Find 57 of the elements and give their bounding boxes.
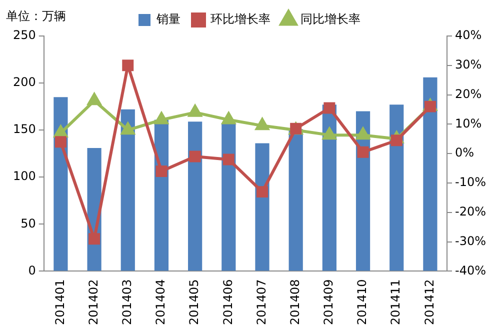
- point: [188, 104, 202, 117]
- bar: [423, 77, 438, 271]
- y2-tick-label: -20%: [455, 204, 486, 219]
- point: [324, 102, 336, 114]
- point: [189, 150, 201, 162]
- y-tick-label: 250: [13, 28, 36, 42]
- y2-tick-label: 30%: [455, 58, 482, 72]
- x-tick-label: 201411: [388, 279, 403, 326]
- x-tick-label: 201408: [288, 279, 302, 326]
- point: [88, 93, 101, 106]
- point: [88, 233, 100, 245]
- x-tick-label: 201405: [187, 279, 202, 326]
- point: [256, 118, 269, 130]
- bar: [288, 129, 303, 271]
- x-tick-label: 201410: [355, 279, 370, 326]
- y-axis-title: 单位：万辆: [6, 8, 66, 25]
- bar: [222, 123, 236, 271]
- x-tick-label: 201406: [220, 279, 235, 326]
- x-tick-label: 201401: [52, 279, 67, 326]
- y-tick-label: 150: [13, 122, 36, 136]
- point: [121, 122, 135, 135]
- y2-tick-label: -10%: [455, 175, 486, 190]
- y2-tick-label: 40%: [455, 28, 482, 42]
- x-tick-label: 201412: [422, 279, 436, 326]
- point: [122, 60, 134, 72]
- bar: [120, 109, 135, 271]
- point: [156, 165, 168, 177]
- legend-label: 销量: [156, 12, 180, 26]
- legend-label: 环比增长率: [210, 12, 270, 26]
- y-tick-label: 100: [13, 169, 36, 184]
- y-tick-label: 200: [13, 75, 36, 90]
- bar: [255, 143, 270, 271]
- point: [390, 134, 402, 146]
- point: [54, 126, 68, 138]
- point: [256, 186, 268, 198]
- x-tick-label: 201403: [120, 279, 134, 326]
- point: [54, 136, 66, 148]
- y-tick-label: 0: [28, 263, 36, 278]
- y2-tick-label: -40%: [455, 263, 486, 278]
- x-tick-label: 201402: [86, 279, 100, 326]
- point: [222, 112, 236, 124]
- point: [356, 128, 370, 140]
- y2-tick-label: -30%: [455, 234, 486, 248]
- legend-label: 同比增长率: [300, 12, 360, 26]
- point: [357, 146, 369, 158]
- y2-tick-label: 0%: [455, 146, 474, 160]
- x-tick-label: 201404: [154, 279, 168, 326]
- y2-tick-label: 20%: [455, 86, 482, 101]
- point: [322, 128, 336, 140]
- point: [222, 154, 234, 166]
- y2-tick-label: 10%: [455, 116, 482, 130]
- point: [154, 112, 168, 124]
- y-tick-label: 50: [20, 216, 36, 230]
- bar: [390, 104, 404, 271]
- bar: [188, 122, 202, 271]
- x-tick-label: 201407: [254, 279, 268, 326]
- x-tick-label: 201409: [322, 279, 336, 326]
